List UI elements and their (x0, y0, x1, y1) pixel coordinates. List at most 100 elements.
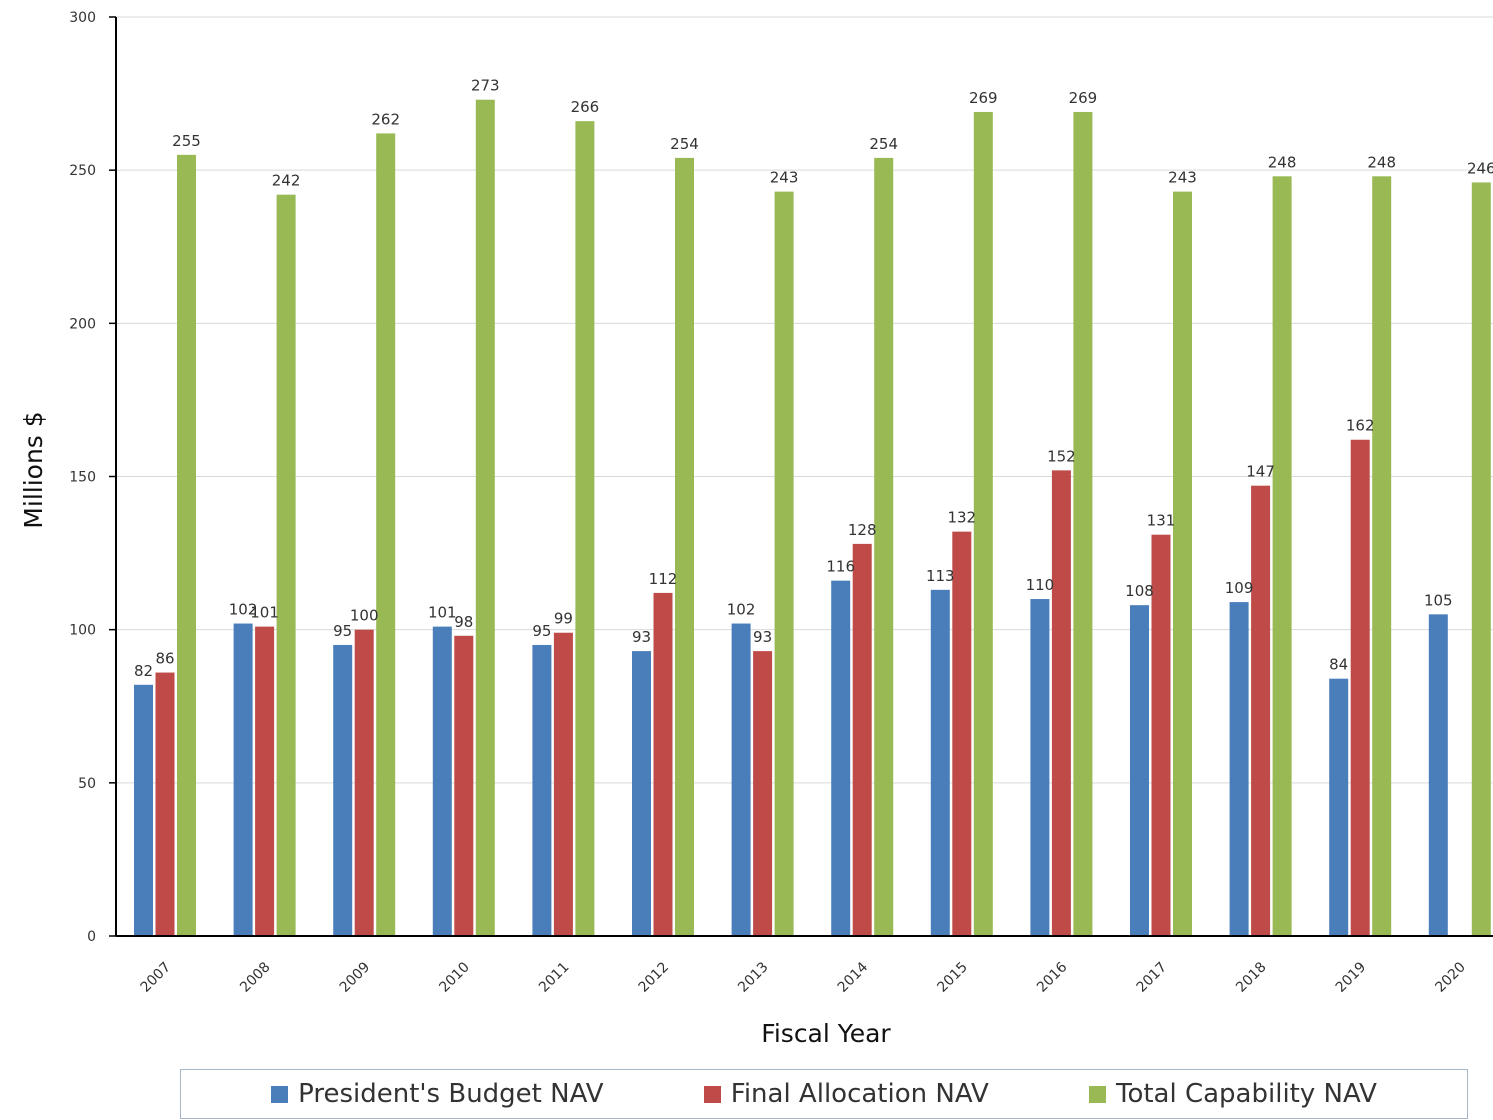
data-label-total-capability: 255 (172, 132, 201, 150)
bar-total-capability (1073, 111, 1093, 937)
y-tick-label: 50 (78, 776, 96, 792)
bar-presidents-budget (632, 651, 651, 936)
y-axis-title: Millions $ (19, 411, 48, 528)
x-tick-label: 2019 (1333, 959, 1370, 996)
data-label-total-capability: 254 (670, 135, 699, 153)
x-tick-label: 2012 (636, 959, 673, 996)
data-label-final-allocation: 132 (947, 509, 976, 527)
legend: President's Budget NAV Final Allocation … (180, 1069, 1468, 1119)
x-tick-label: 2008 (237, 959, 274, 996)
data-label-final-allocation: 128 (848, 521, 877, 539)
y-tick-label: 300 (69, 10, 96, 26)
data-label-total-capability: 269 (969, 89, 998, 107)
bar-final-allocation (852, 543, 872, 936)
legend-label: President's Budget NAV (298, 1079, 604, 1109)
data-label-total-capability: 273 (471, 77, 500, 95)
bar-total-capability (1372, 176, 1392, 936)
bar-final-allocation (255, 626, 275, 936)
data-label-final-allocation: 100 (350, 607, 379, 625)
bar-final-allocation (1350, 439, 1370, 936)
legend-swatch-red (703, 1085, 721, 1103)
bars (134, 99, 1491, 937)
x-tick-label: 2017 (1134, 959, 1171, 996)
y-tick-label: 150 (69, 470, 96, 486)
bar-final-allocation (553, 632, 573, 936)
data-label-final-allocation: 98 (454, 613, 473, 631)
data-label-total-capability: 246 (1467, 159, 1493, 177)
bar-total-capability (675, 157, 694, 936)
data-label-total-capability: 262 (371, 110, 400, 128)
bar-total-capability (475, 99, 495, 936)
data-label-final-allocation: 152 (1047, 447, 1076, 465)
x-tick-label: 2011 (536, 959, 573, 996)
data-label-final-allocation: 131 (1147, 512, 1176, 530)
bar-final-allocation (1251, 485, 1271, 936)
bar-total-capability (1272, 176, 1292, 936)
data-label-total-capability: 248 (1367, 153, 1396, 171)
legend-label: Final Allocation NAV (730, 1079, 989, 1109)
data-label-total-capability: 248 (1268, 153, 1297, 171)
bar-presidents-budget (731, 623, 751, 936)
bar-presidents-budget (1428, 614, 1448, 936)
legend-item-final-allocation[interactable]: Final Allocation NAV (703, 1079, 989, 1109)
bar-final-allocation (1051, 470, 1071, 936)
legend-label: Total Capability NAV (1115, 1079, 1377, 1109)
data-label-total-capability: 254 (869, 135, 898, 153)
data-label-presidents-budget: 84 (1329, 656, 1348, 674)
data-label-total-capability: 269 (1069, 89, 1098, 107)
data-label-final-allocation: 162 (1346, 417, 1375, 435)
bar-total-capability (177, 154, 196, 937)
legend-swatch-blue (271, 1085, 289, 1103)
data-label-presidents-budget: 109 (1225, 579, 1254, 597)
bar-total-capability (1173, 191, 1192, 937)
data-label-presidents-budget: 101 (428, 604, 457, 622)
data-label-total-capability: 266 (571, 98, 600, 116)
bar-presidents-budget (1030, 599, 1050, 936)
data-label-total-capability: 243 (1168, 169, 1197, 187)
x-tick-label: 2015 (934, 959, 971, 996)
x-tick-label: 2007 (138, 959, 175, 996)
bar-presidents-budget (134, 684, 153, 936)
bar-total-capability (874, 157, 894, 936)
data-label-presidents-budget: 113 (926, 567, 955, 585)
legend-item-total-capability[interactable]: Total Capability NAV (1088, 1079, 1377, 1109)
data-label-final-allocation: 112 (649, 570, 678, 588)
y-tick-label: 100 (69, 623, 96, 639)
x-tick-label: 2018 (1233, 959, 1270, 996)
bar-total-capability (774, 191, 794, 937)
data-label-presidents-budget: 95 (333, 622, 352, 640)
y-tick-label: 250 (69, 163, 96, 179)
data-label-presidents-budget: 102 (229, 601, 258, 619)
bar-presidents-budget (233, 623, 253, 936)
data-label-presidents-budget: 108 (1125, 582, 1154, 600)
bar-total-capability (276, 194, 296, 936)
bar-final-allocation (653, 592, 673, 936)
x-tick-label: 2009 (337, 959, 374, 996)
data-label-final-allocation: 147 (1246, 463, 1275, 481)
data-label-final-allocation: 99 (554, 610, 573, 628)
data-label-total-capability: 242 (272, 172, 301, 190)
bar-final-allocation (753, 651, 773, 936)
bar-presidents-budget (930, 589, 950, 936)
bar-total-capability (1471, 182, 1491, 937)
data-label-presidents-budget: 82 (134, 662, 153, 680)
bar-final-allocation (354, 629, 374, 936)
data-label-final-allocation: 101 (250, 604, 279, 622)
bar-final-allocation (952, 531, 972, 936)
legend-item-presidents-budget[interactable]: President's Budget NAV (271, 1079, 604, 1109)
x-tick-label: 2014 (835, 959, 872, 996)
chart: 8286255102101242951002621019827395992669… (19, 10, 1493, 1048)
bar-presidents-budget (831, 580, 851, 936)
bar-final-allocation (155, 672, 175, 936)
data-label-presidents-budget: 102 (727, 601, 756, 619)
x-tick-label: 2016 (1034, 959, 1071, 996)
data-labels: 8286255102101242951002621019827395992669… (134, 77, 1493, 680)
bar-total-capability (575, 121, 595, 937)
data-label-presidents-budget: 95 (532, 622, 551, 640)
data-label-final-allocation: 86 (155, 650, 174, 668)
x-tick-label: 2020 (1432, 959, 1469, 996)
bar-final-allocation (454, 635, 474, 936)
bar-presidents-budget (1329, 678, 1349, 936)
bar-presidents-budget (1130, 605, 1149, 936)
data-label-presidents-budget: 93 (632, 628, 651, 646)
